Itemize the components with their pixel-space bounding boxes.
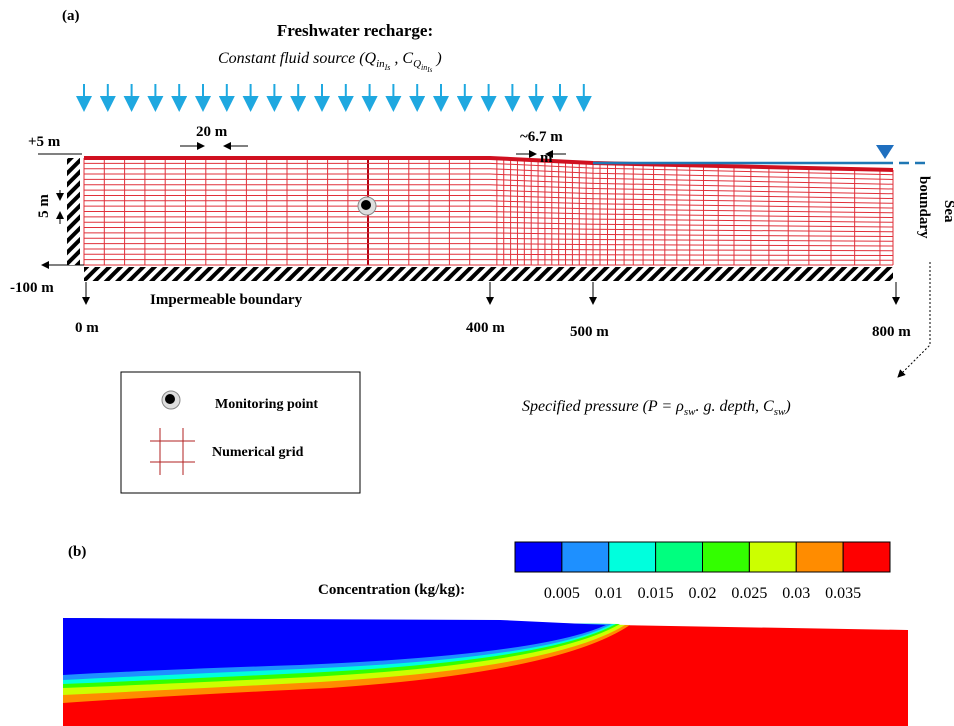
grid-line (84, 184, 894, 195)
legend-label: Monitoring point (215, 397, 318, 412)
text: ) (432, 50, 441, 67)
monitoring-point-core (361, 200, 371, 210)
grid-line (84, 168, 894, 180)
grid-line (84, 216, 894, 223)
legend-marker (165, 394, 175, 404)
grid-line (84, 162, 894, 176)
text: sw (774, 406, 786, 418)
text: C (402, 50, 413, 67)
sea-label: boundary (916, 176, 932, 239)
colorbar-swatch (561, 541, 610, 573)
spacing-label: 20 m (196, 124, 228, 140)
grid-line (84, 211, 894, 218)
spacing-label: m (540, 150, 553, 166)
text: ) (784, 398, 790, 415)
text: Is (384, 63, 391, 72)
colorbar-swatch (608, 541, 657, 573)
grid-line (84, 227, 894, 233)
colorbar-label: 0.01 (595, 585, 623, 602)
left-boundary (67, 158, 80, 265)
colorbar-swatch (514, 541, 563, 573)
grid-line (84, 178, 894, 190)
colorbar-swatch (702, 541, 750, 573)
impermeable-label: Impermeable boundary (150, 292, 303, 308)
bottom-level-label: -100 m (10, 280, 54, 296)
colorbar: 0.005 0.01 0.015 0.02 0.025 0.03 0.035 (514, 541, 891, 602)
field-top (63, 618, 908, 630)
text: Q (365, 50, 377, 67)
text: . g. depth, C (695, 398, 774, 415)
grid-line (84, 173, 894, 185)
top-level-label: +5 m (28, 134, 61, 150)
x-mark: 0 m (75, 320, 99, 336)
spacing-label: ~6.7 m (520, 129, 563, 145)
colorbar-label: 0.015 (638, 585, 674, 602)
cell-height-label: 5 m (36, 194, 52, 218)
grid-line (84, 221, 894, 228)
pointer (897, 262, 931, 378)
x-mark: 500 m (570, 324, 609, 340)
colorbar-swatch (842, 541, 891, 573)
legend-box (120, 371, 361, 494)
colorbar-label: 0.025 (731, 585, 767, 602)
panel-label: (b) (68, 544, 86, 560)
grid-line (84, 200, 894, 209)
legend-grid (150, 428, 195, 475)
text: in (421, 63, 427, 72)
x-mark: 400 m (466, 320, 505, 336)
grid-line (84, 253, 894, 256)
grid-line (84, 259, 894, 261)
field-fresh (63, 618, 606, 675)
text: , (390, 50, 402, 67)
impermeable-boundary (84, 267, 893, 281)
recharge-arrows (76, 84, 592, 112)
colorbar-title: Concentration (kg/kg): (318, 582, 465, 598)
recharge-title: Freshwater recharge: (277, 21, 433, 40)
text: Specified pressure (P = ρ (522, 398, 684, 415)
text: Constant fluid source ( (218, 50, 366, 67)
grid-line (84, 232, 894, 237)
grid-line (84, 237, 894, 242)
specified-pressure: Specified pressure (P = ρsw. g. depth, C… (522, 398, 791, 418)
colorbar-swatch (795, 541, 844, 573)
colorbar-label: 0.035 (825, 585, 861, 602)
grid-line (84, 194, 894, 204)
grid-line (84, 248, 894, 252)
grid-line (84, 205, 894, 214)
colorbar-label: 0.005 (544, 585, 580, 602)
sea-label: Sea (941, 200, 954, 223)
text: in (376, 58, 385, 70)
legend-label: Numerical grid (212, 445, 304, 460)
colorbar-label: 0.02 (689, 585, 717, 602)
panel-label: (a) (62, 8, 80, 24)
numerical-grid (83, 156, 894, 266)
colorbar-swatch (655, 541, 703, 573)
grid-line (84, 189, 894, 199)
grid-line (84, 243, 894, 247)
water-table-symbol (876, 145, 894, 159)
text: Q (413, 58, 421, 70)
x-leaders (82, 282, 900, 305)
x-mark: 800 m (872, 324, 911, 340)
recharge-source: Constant fluid source (QinIs , CQinIs ) (218, 50, 442, 74)
text: Is (426, 66, 432, 74)
top-boundary (84, 156, 894, 172)
colorbar-label: 0.03 (782, 585, 810, 602)
text: sw (684, 406, 696, 418)
colorbar-swatch (748, 541, 797, 573)
